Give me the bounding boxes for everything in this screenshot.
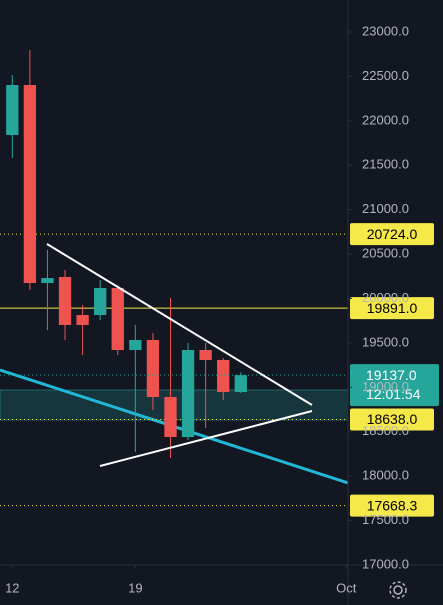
candle-body	[111, 288, 124, 351]
x-tick-label: Oct	[336, 580, 357, 595]
last-price-label: 19137.0	[366, 367, 417, 383]
y-tick-label: 19000.0	[362, 379, 409, 394]
y-tick-label: 19500.0	[362, 334, 409, 349]
level-tag	[350, 223, 434, 246]
drawings	[46, 243, 313, 467]
candle-body	[41, 278, 54, 284]
y-tick-label: 17500.0	[362, 512, 409, 527]
candle-body	[181, 350, 195, 437]
countdown-label: 12:01:54	[366, 386, 421, 402]
y-tick-label: 23000.0	[362, 23, 409, 38]
level-label: 18638.0	[367, 411, 418, 427]
x-tick-label: 12	[5, 580, 19, 595]
triangle-lower	[99, 410, 313, 467]
candle-body	[94, 288, 107, 316]
candle-body	[234, 375, 247, 393]
candle-body	[217, 359, 230, 393]
last-price-tag	[350, 364, 439, 407]
y-tick-label: 20000.0	[362, 290, 409, 305]
price-tags: 20724.0 19891.0 18638.0 17668.3 19137.0 12:01…	[350, 223, 439, 517]
candle-body	[146, 339, 160, 398]
y-tick-label: 22500.0	[362, 68, 409, 83]
candle-body	[199, 350, 212, 360]
y-tick-label: 18500.0	[362, 423, 409, 438]
triangle-upper	[46, 243, 313, 406]
level-tag	[350, 297, 434, 320]
plot-area	[0, 50, 348, 507]
level-tag	[350, 494, 434, 517]
candle-body	[6, 85, 19, 136]
y-tick-label: 21500.0	[362, 157, 409, 172]
candle-body	[58, 276, 72, 325]
y-tick-label: 18000.0	[362, 468, 409, 483]
y-tick-label: 17000.0	[362, 556, 409, 571]
level-tag	[350, 408, 434, 431]
candle-body	[164, 397, 177, 437]
settings-icon[interactable]	[389, 581, 407, 599]
candle-body	[129, 339, 142, 351]
y-tick-label: 22000.0	[362, 112, 409, 127]
y-tick-label: 20500.0	[362, 246, 409, 261]
candle-body	[76, 315, 89, 325]
level-label: 17668.3	[367, 497, 418, 513]
x-tick-label: 19	[128, 580, 142, 595]
y-tick-label: 21000.0	[362, 201, 409, 216]
level-label: 19891.0	[367, 300, 418, 316]
candle-body	[23, 85, 37, 284]
level-label: 20724.0	[367, 226, 418, 242]
